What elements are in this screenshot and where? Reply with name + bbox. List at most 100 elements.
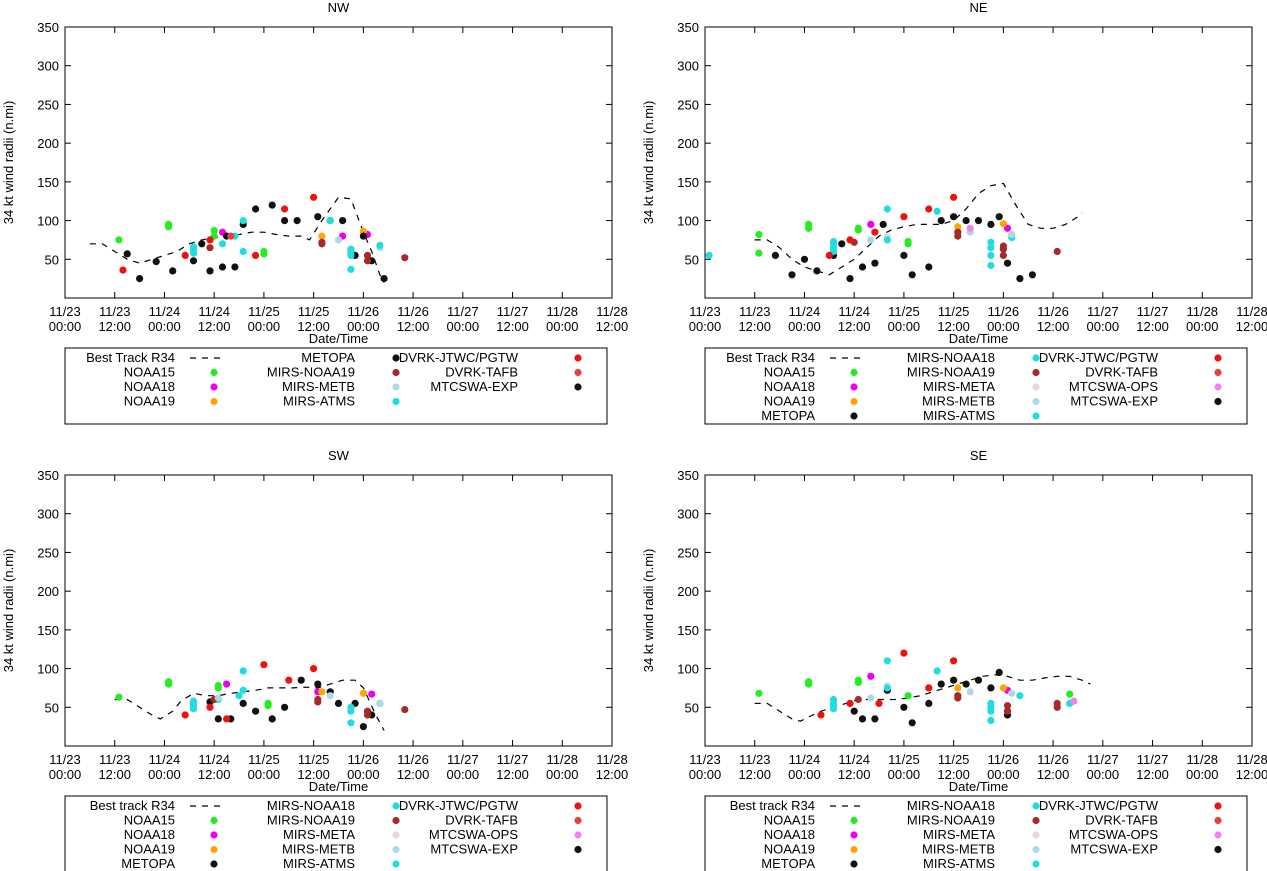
x-tick-label-date: 11/25 xyxy=(938,304,970,319)
data-point xyxy=(854,676,862,684)
data-point xyxy=(252,707,260,715)
x-axis-label: Date/Time xyxy=(949,779,1008,794)
plot-frame xyxy=(704,26,1253,299)
legend-marker xyxy=(850,412,858,420)
legend-label: Best track R34 xyxy=(730,798,815,813)
data-point xyxy=(214,682,222,690)
legend-marker xyxy=(850,397,858,406)
data-point xyxy=(999,220,1007,228)
x-tick-label-time: 00:00 xyxy=(888,319,921,334)
x-tick-label-date: 11/27 xyxy=(447,304,479,319)
legend-marker xyxy=(392,354,400,362)
legend-marker xyxy=(1214,368,1222,377)
data-point xyxy=(1003,224,1012,232)
legend-marker xyxy=(392,860,400,868)
series-mirs-noaa18 xyxy=(705,205,1016,270)
data-point xyxy=(165,220,173,228)
data-point xyxy=(999,251,1007,259)
data-point xyxy=(867,672,875,680)
series-metopa xyxy=(123,201,388,283)
x-tick-label-time: 12:00 xyxy=(596,767,629,782)
data-point xyxy=(380,275,388,283)
legend-marker xyxy=(850,368,858,377)
legend-marker xyxy=(392,816,400,825)
series-dvrk-jtwc-pgtw xyxy=(119,193,318,274)
data-point xyxy=(858,715,867,723)
legend-label: DVRK-TAFB xyxy=(1085,365,1158,380)
data-point xyxy=(850,707,858,715)
y-tick-label: 50 xyxy=(45,700,59,715)
data-point xyxy=(189,243,198,251)
data-point xyxy=(181,711,189,719)
y-tick-label: 200 xyxy=(677,584,699,599)
data-point xyxy=(206,267,214,275)
x-tick-label-time: 00:00 xyxy=(49,319,82,334)
data-point xyxy=(925,205,933,213)
data-point xyxy=(115,236,123,244)
x-tick-label-time: 12:00 xyxy=(1136,767,1169,782)
data-point xyxy=(705,251,713,259)
y-tick-label: 100 xyxy=(677,662,699,677)
data-point xyxy=(883,657,891,665)
data-point xyxy=(908,719,916,727)
x-tick-label-time: 00:00 xyxy=(987,767,1020,782)
x-tick-label-date: 11/28 xyxy=(1236,752,1267,767)
x-tick-label-time: 12:00 xyxy=(98,767,131,782)
legend-marker xyxy=(1032,860,1040,868)
legend-label: MIRS-ATMS xyxy=(923,856,995,871)
series-noaa15 xyxy=(115,678,272,710)
y-tick-label: 350 xyxy=(677,468,699,483)
data-point xyxy=(900,213,908,221)
series-mirs-atms xyxy=(189,217,384,273)
data-point xyxy=(883,684,891,692)
legend-label: NOAA18 xyxy=(124,379,175,394)
x-tick-label-date: 11/25 xyxy=(888,752,920,767)
data-point xyxy=(347,245,355,253)
data-point xyxy=(1003,702,1012,710)
data-point xyxy=(310,193,318,201)
x-tick-label-date: 11/26 xyxy=(397,752,429,767)
x-tick-label-date: 11/23 xyxy=(689,304,721,319)
data-point xyxy=(1053,699,1061,707)
x-tick-label-time: 12:00 xyxy=(1236,319,1267,334)
x-tick-label-time: 12:00 xyxy=(496,319,529,334)
series-mirs-metb xyxy=(867,688,1016,702)
x-tick-label-time: 12:00 xyxy=(98,319,131,334)
data-point xyxy=(326,692,334,700)
legend-marker xyxy=(1032,412,1040,420)
series-metopa xyxy=(771,213,1036,283)
data-point xyxy=(954,223,962,231)
legend-label: MIRS-METB xyxy=(282,379,355,394)
data-point xyxy=(900,703,908,711)
series-noaa18 xyxy=(867,220,1012,232)
legend-marker xyxy=(574,383,582,391)
legend-marker xyxy=(392,831,400,839)
data-point xyxy=(871,715,879,723)
series-noaa15 xyxy=(755,220,912,257)
y-tick-label: 150 xyxy=(37,175,59,190)
data-point xyxy=(846,699,854,707)
series-mirs-noaa18 xyxy=(189,667,384,727)
x-tick-label-date: 11/23 xyxy=(739,304,771,319)
x-tick-label-time: 00:00 xyxy=(689,319,722,334)
x-tick-label-time: 00:00 xyxy=(248,767,281,782)
legend-marker xyxy=(1214,802,1222,810)
series-dvrk-jtwc-pgtw xyxy=(825,193,958,259)
legend-marker xyxy=(850,816,858,825)
data-point xyxy=(962,680,970,688)
legend-marker xyxy=(1214,383,1222,391)
x-tick-label-date: 11/24 xyxy=(838,752,870,767)
data-point xyxy=(239,667,247,675)
legend-label: NOAA19 xyxy=(764,394,815,409)
data-point xyxy=(115,693,123,701)
x-tick-label-date: 11/24 xyxy=(789,752,821,767)
data-point xyxy=(181,251,189,259)
legend-label: DVRK-JTWC/PGTW xyxy=(399,350,519,365)
data-point xyxy=(950,676,958,684)
x-tick-label-date: 11/25 xyxy=(298,752,330,767)
x-tick-label-time: 12:00 xyxy=(1037,319,1070,334)
legend-marker xyxy=(850,845,858,854)
data-point xyxy=(871,259,879,267)
best-track-line xyxy=(754,182,1083,276)
data-point xyxy=(1053,247,1061,256)
